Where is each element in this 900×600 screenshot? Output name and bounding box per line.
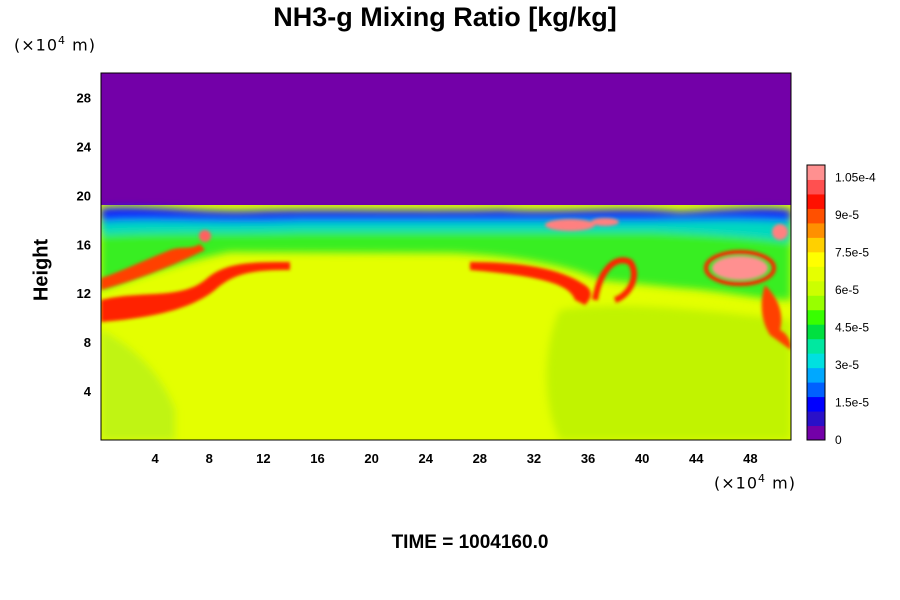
y-tick-label: 28 — [77, 90, 91, 105]
x-tick-label: 44 — [689, 451, 704, 466]
colorbar-segment — [807, 222, 825, 238]
x-tick-label: 12 — [256, 451, 270, 466]
colorbar-segment — [807, 280, 825, 296]
colorbar-segment — [807, 266, 825, 282]
x-tick-label: 40 — [635, 451, 649, 466]
colorbar-segment — [807, 425, 825, 441]
field-left-green — [101, 330, 175, 440]
field-lower-green — [546, 305, 791, 440]
field-upper-layer — [101, 73, 791, 213]
time-label: TIME = 1004160.0 — [391, 532, 549, 553]
y-tick-labels: 4 8 12 16 20 24 28 — [77, 90, 92, 399]
colorbar-frame — [806, 164, 826, 441]
blob-right-upper-edge — [704, 250, 776, 286]
swirl-right-mid — [592, 257, 637, 303]
colorbar-segment — [807, 411, 825, 427]
filament-left-upper — [101, 244, 205, 290]
x-tick-label: 48 — [743, 451, 757, 466]
colorbar-segment — [807, 295, 825, 311]
y-tick-label: 16 — [77, 237, 91, 252]
colorbar-segment — [807, 179, 825, 195]
chart-title: NH3-g Mixing Ratio [kg/kg] — [273, 2, 617, 32]
x-tick-label: 28 — [473, 451, 487, 466]
y-tick-label: 24 — [77, 139, 92, 154]
x-axis-unit: (×104 m) — [714, 472, 796, 493]
blob-upper-band — [545, 219, 595, 231]
blob-right-upper — [712, 256, 768, 280]
blob-upper-band-2 — [591, 218, 619, 226]
y-tick-label: 4 — [84, 384, 92, 399]
colorbar-segment — [807, 396, 825, 412]
colorbar-tick-label: 1.5e-5 — [835, 396, 869, 410]
plot-frame — [100, 72, 792, 441]
colorbar-tick-labels: 0 1.5e-5 3e-5 4.5e-5 6e-5 7.5e-5 9e-5 1.05e-4 — [835, 171, 876, 448]
colorbar-segment — [807, 251, 825, 267]
x-tick-label: 16 — [310, 451, 324, 466]
y-tick-label: 20 — [77, 188, 91, 203]
x-tick-label: 24 — [418, 451, 433, 466]
y-tick-label: 8 — [84, 335, 91, 350]
x-tick-label: 36 — [581, 451, 595, 466]
colorbar-tick-label: 1.05e-4 — [835, 171, 876, 185]
colorbar-segment — [807, 367, 825, 383]
x-tick-label: 4 — [152, 451, 160, 466]
colorbar-segment — [807, 324, 825, 340]
colorbar-tick-label: 0 — [835, 433, 842, 447]
x-tick-labels: 4 8 12 16 20 24 28 32 36 40 44 48 — [152, 451, 758, 466]
colorbar-segment — [807, 382, 825, 398]
colorbar-segment — [807, 309, 825, 325]
y-tick-label: 12 — [77, 286, 91, 301]
filament-left — [101, 262, 290, 322]
x-tick-label: 32 — [527, 451, 541, 466]
x-tick-label: 20 — [364, 451, 378, 466]
colorbar-segment — [807, 208, 825, 224]
colorbar-segment — [807, 193, 825, 209]
colorbar-tick-label: 7.5e-5 — [835, 246, 869, 260]
swirl-right-edge — [761, 285, 791, 350]
swirl-right-corner — [772, 224, 788, 240]
colorbar-tick-label: 3e-5 — [835, 358, 859, 372]
colorbar — [806, 164, 826, 441]
field-edge-blue — [101, 207, 791, 258]
colorbar-segment — [807, 165, 825, 180]
swirl-right-upper — [199, 230, 211, 242]
colorbar-segment — [807, 237, 825, 253]
colorbar-tick-label: 6e-5 — [835, 283, 859, 297]
heatmap-field — [101, 73, 791, 440]
colorbar-tick-label: 4.5e-5 — [835, 321, 869, 335]
x-tick-label: 8 — [206, 451, 213, 466]
y-axis-unit: (×104 m) — [14, 34, 96, 55]
field-band-green — [101, 232, 791, 300]
colorbar-segment — [807, 338, 825, 354]
filament-center-right — [470, 262, 591, 305]
colorbar-segment — [807, 353, 825, 369]
colorbar-tick-label: 9e-5 — [835, 208, 859, 222]
